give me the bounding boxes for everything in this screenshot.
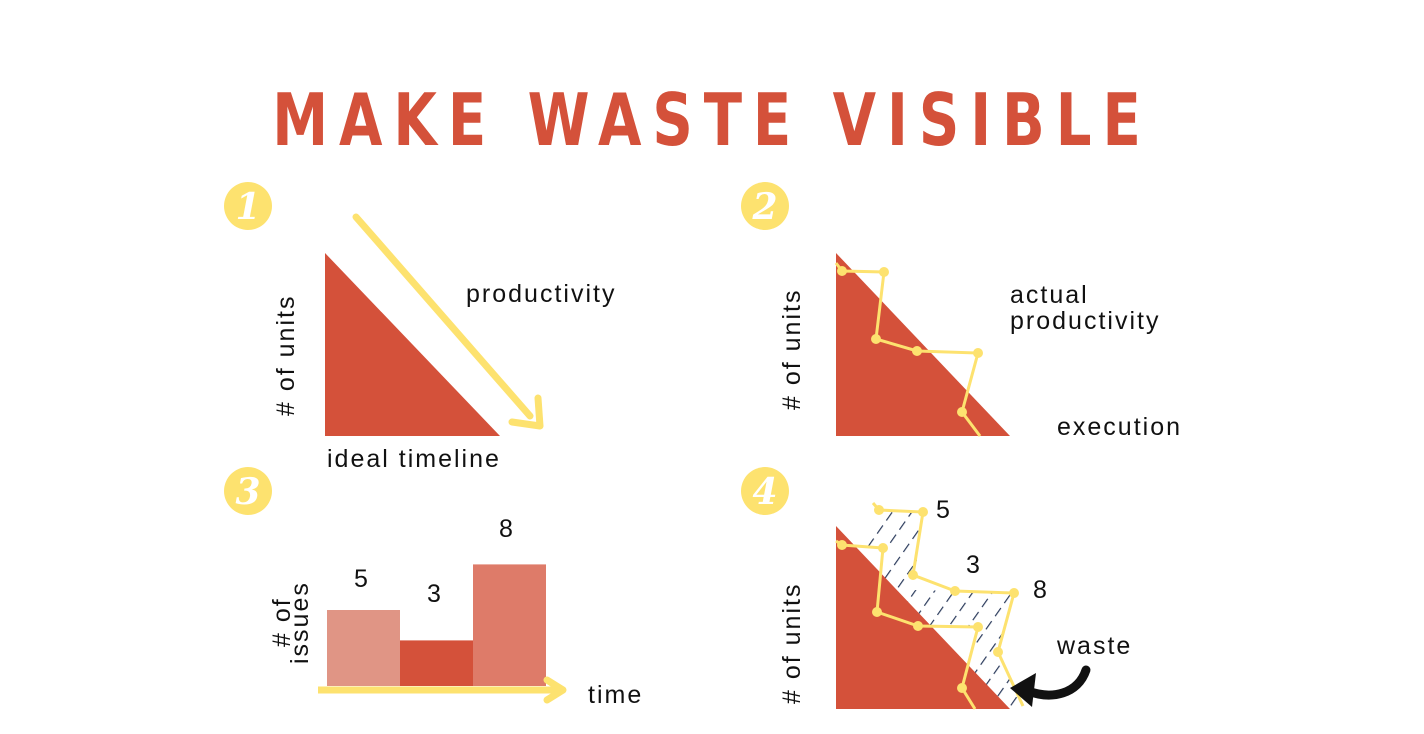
panel-2-y-axis-label: # of units <box>778 288 806 410</box>
execution-triangle <box>836 253 1010 436</box>
panel-4: 4 <box>741 467 1091 710</box>
waste-pointer-arrow <box>1010 665 1091 707</box>
badge-1-number: 1 <box>235 186 260 228</box>
panel-4-label-5: 5 <box>936 496 950 524</box>
badge-4-icon <box>741 467 789 515</box>
badge-2-number: 2 <box>751 186 777 228</box>
badge-3-number: 3 <box>235 471 260 513</box>
waste-label: waste <box>1057 632 1133 660</box>
panel-1: 1 <box>224 182 544 436</box>
productivity-arrow <box>352 213 544 430</box>
bar-1 <box>327 610 400 686</box>
panel-2: 2 <box>741 182 1010 437</box>
panel-4-label-8: 8 <box>1033 576 1047 604</box>
bar-value-label-3: 8 <box>499 515 513 543</box>
badge-4-number: 4 <box>752 471 777 513</box>
panel-2-x-axis-label: execution <box>1057 413 1183 441</box>
badge-3-icon <box>224 467 272 515</box>
badge-1-icon <box>224 182 272 230</box>
ideal-timeline-triangle <box>325 253 500 436</box>
page-title: MAKE WASTE VISIBLE <box>272 78 1152 162</box>
panel-1-y-axis-label: # of units <box>272 294 300 416</box>
panel-3: 3 <box>224 467 567 704</box>
productivity-label: productivity <box>466 280 617 308</box>
waste-hatched-area <box>853 510 1023 707</box>
panel-4-y-axis-label: # of units <box>778 582 806 704</box>
actual-productivity-line <box>834 262 983 437</box>
badge-2-icon <box>741 182 789 230</box>
bar-3 <box>473 564 546 686</box>
shifted-productivity-line <box>871 502 1025 707</box>
panel-3-y-axis-label-2: issues <box>286 581 314 664</box>
productivity-line-label: productivity <box>1010 307 1161 335</box>
panel-3-x-axis-label: time <box>588 681 644 709</box>
panel-1-x-axis-label: ideal timeline <box>327 445 501 473</box>
actual-productivity-line-4 <box>835 539 983 710</box>
actual-label: actual <box>1010 281 1089 309</box>
issues-bar-chart <box>327 564 546 686</box>
bar-value-label-2: 3 <box>427 580 441 608</box>
panel-4-label-3: 3 <box>966 551 980 579</box>
bar-value-label-1: 5 <box>354 565 368 593</box>
time-arrow <box>318 676 567 704</box>
bar-2 <box>400 640 473 686</box>
